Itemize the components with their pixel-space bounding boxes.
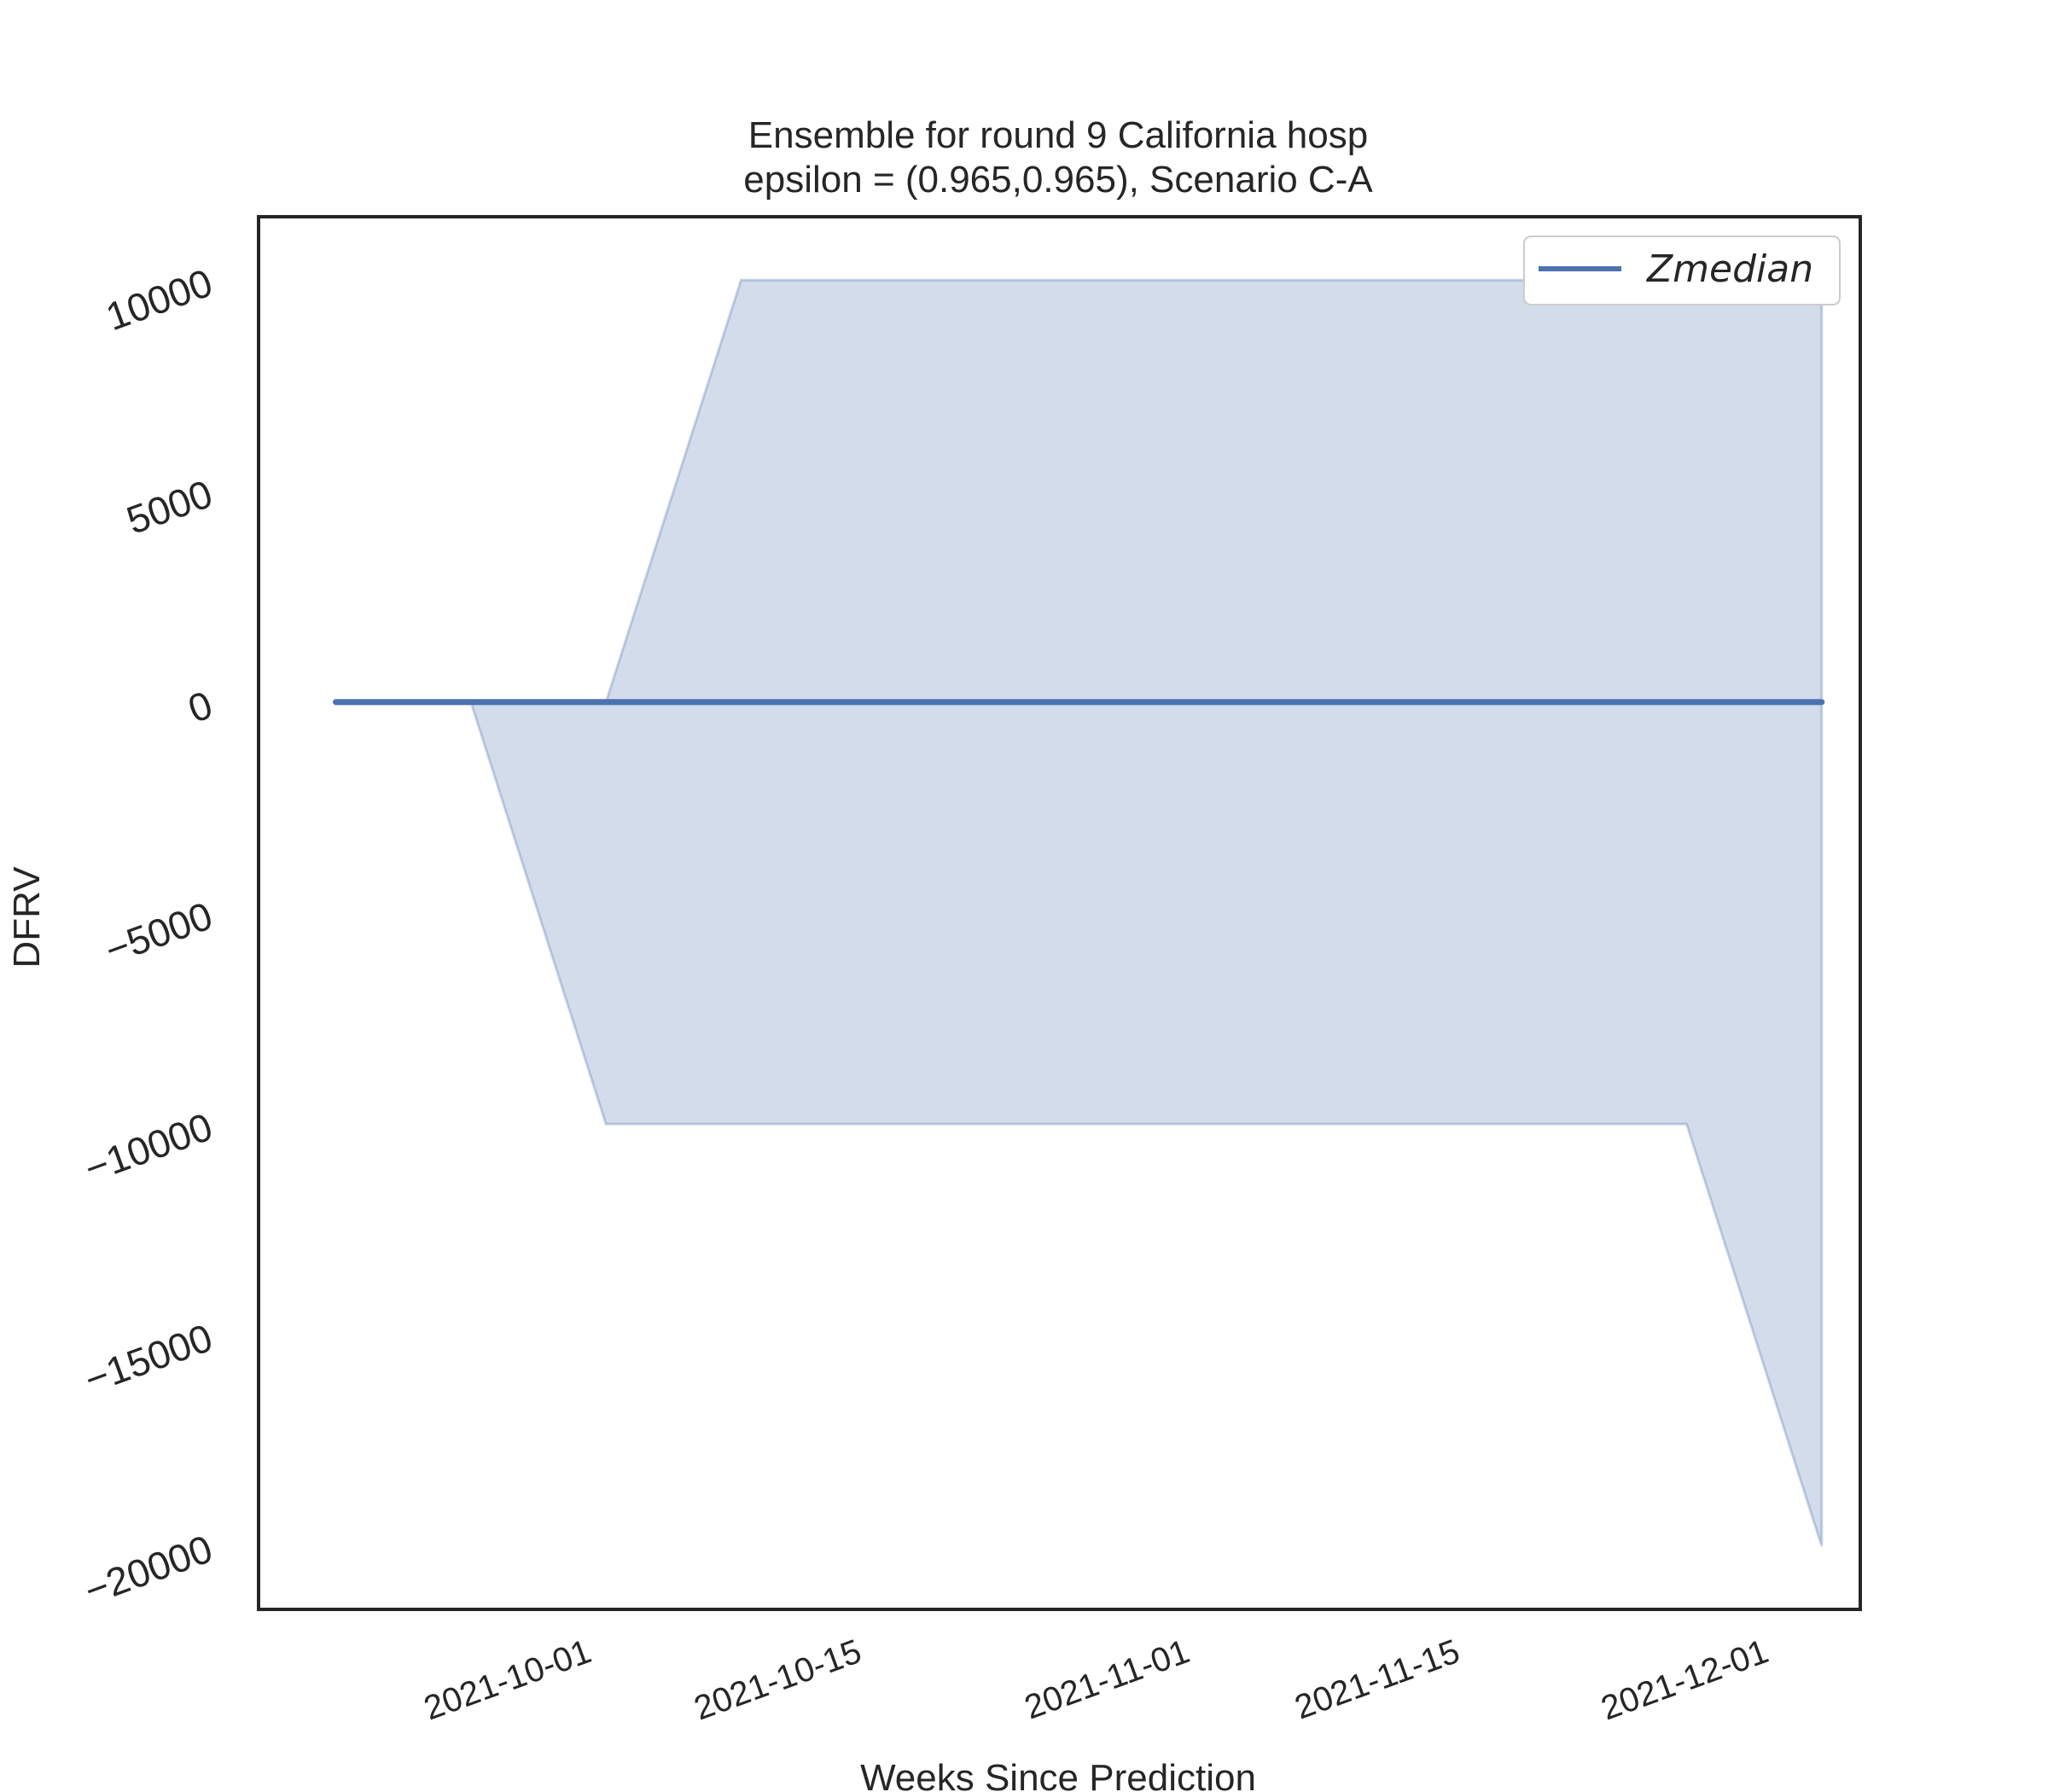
- x-axis-label: Weeks Since Prediction: [860, 1757, 1256, 1792]
- plot-frame: [257, 215, 1862, 1611]
- y-tick-label: −5000: [99, 893, 218, 973]
- plot-area: [333, 278, 1825, 1547]
- confidence-band: [335, 278, 1824, 1547]
- x-tick-label: 2021-10-01: [419, 1632, 596, 1727]
- legend-label-zmedian: Zmedian: [1646, 247, 1813, 291]
- chart-subtitle: epsilon = (0.965,0.965), Scenario C-A: [743, 159, 1373, 201]
- y-tick-label: 5000: [120, 471, 218, 543]
- x-tick-label: 2021-10-15: [689, 1632, 866, 1727]
- y-tick-label: 0: [183, 682, 218, 731]
- y-axis-label: DFRV: [6, 866, 48, 969]
- legend: Zmedian: [1523, 236, 1841, 305]
- x-tick-label: 2021-12-01: [1597, 1632, 1773, 1727]
- x-axis-ticks: 2021-10-01 2021-10-15 2021-11-01 2021-11-15…: [419, 1632, 1773, 1727]
- y-tick-label: −20000: [79, 1526, 218, 1613]
- y-tick-label: −15000: [79, 1315, 218, 1402]
- legend-box: [1523, 236, 1841, 305]
- x-tick-label: 2021-11-15: [1290, 1632, 1465, 1726]
- chart-title: Ensemble for round 9 California hosp: [748, 114, 1368, 156]
- y-axis-ticks: 10000 5000 0 −5000 −10000 −15000 −20000: [79, 260, 218, 1613]
- y-tick-label: 10000: [100, 260, 218, 340]
- y-tick-label: −10000: [79, 1104, 218, 1191]
- x-tick-label: 2021-11-01: [1020, 1632, 1195, 1726]
